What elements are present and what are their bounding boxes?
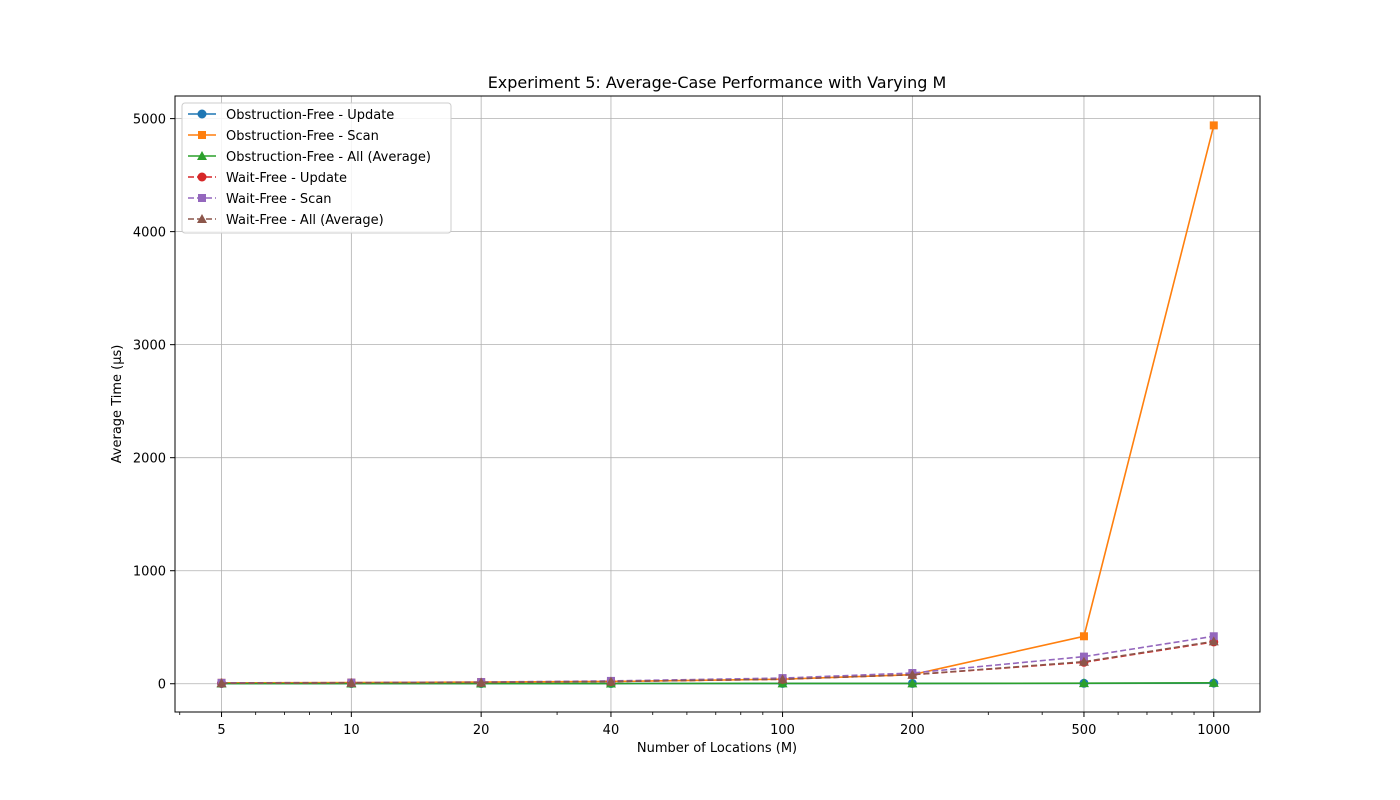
x-tick-label: 100	[770, 723, 795, 738]
x-tick-label: 5	[217, 723, 225, 738]
plot-frame	[174, 95, 1261, 713]
x-tick-label: 200	[900, 723, 925, 738]
x-tick-label: 500	[1072, 723, 1097, 738]
legend-label: Wait-Free - All (Average)	[226, 213, 384, 228]
legend-item: Obstruction-Free - Update	[188, 108, 394, 123]
data-point	[1079, 652, 1088, 661]
y-axis-label: Average Time (µs)	[110, 345, 125, 464]
legend-marker	[197, 172, 207, 182]
series-line	[221, 125, 1215, 684]
x-tick-label: 10	[343, 723, 360, 738]
y-tick-label: 0	[158, 678, 166, 693]
data-point	[476, 677, 487, 687]
y-tick-label: 2000	[133, 452, 166, 467]
series-line	[221, 682, 1214, 685]
y-tick-label: 5000	[133, 113, 166, 128]
legend-item: Obstruction-Free - Scan	[188, 129, 379, 144]
legend-item: Obstruction-Free - All (Average)	[188, 150, 431, 165]
data-point	[1079, 632, 1088, 641]
y-tick-label: 4000	[133, 226, 166, 241]
legend-item: Wait-Free - All (Average)	[188, 213, 384, 228]
data-point	[1209, 121, 1218, 130]
grid	[175, 96, 1260, 712]
x-axis: 5 10 20 40 100 200 500 1000	[179, 712, 1230, 738]
chart-title: Experiment 5: Average-Case Performance w…	[488, 73, 947, 92]
legend-label: Obstruction-Free - Update	[226, 108, 394, 123]
data-point	[907, 669, 918, 679]
legend-label: Wait-Free - Scan	[226, 192, 332, 207]
y-axis: 0 1000 2000 3000 4000 5000	[133, 113, 175, 693]
data-point	[1078, 678, 1089, 688]
series-line	[221, 635, 1214, 684]
y-tick-label: 3000	[133, 339, 166, 354]
legend-item: Wait-Free - Update	[188, 171, 347, 186]
data-point	[216, 678, 227, 688]
x-tick-label: 20	[473, 723, 490, 738]
legend-marker	[197, 109, 207, 119]
legend: Obstruction-Free - Update Obstruction-Fre…	[181, 102, 452, 234]
x-tick-label: 40	[603, 723, 620, 738]
data-point	[346, 677, 357, 687]
legend-box	[181, 102, 452, 234]
series-line	[221, 641, 1214, 684]
data-point	[777, 674, 788, 684]
data-point	[1208, 636, 1219, 646]
legend-marker	[198, 194, 206, 202]
x-axis-label: Number of Locations (M)	[637, 741, 797, 756]
data-point	[1078, 656, 1089, 666]
legend-label: Wait-Free - Update	[226, 171, 347, 186]
series-6	[216, 636, 1219, 688]
legend-marker	[197, 151, 207, 160]
series-line	[221, 640, 1214, 684]
data-point	[1209, 632, 1218, 641]
series-layer	[216, 121, 1219, 689]
x-tick-label: 1000	[1197, 723, 1230, 738]
legend-marker	[198, 131, 206, 139]
data-point	[907, 678, 918, 688]
legend-label: Obstruction-Free - Scan	[226, 129, 379, 144]
legend-label: Obstruction-Free - All (Average)	[226, 150, 431, 165]
legend-item: Wait-Free - Scan	[188, 192, 332, 207]
data-point	[1208, 677, 1219, 687]
y-tick-label: 1000	[133, 565, 166, 580]
data-point	[605, 676, 616, 686]
legend-marker	[197, 214, 207, 223]
